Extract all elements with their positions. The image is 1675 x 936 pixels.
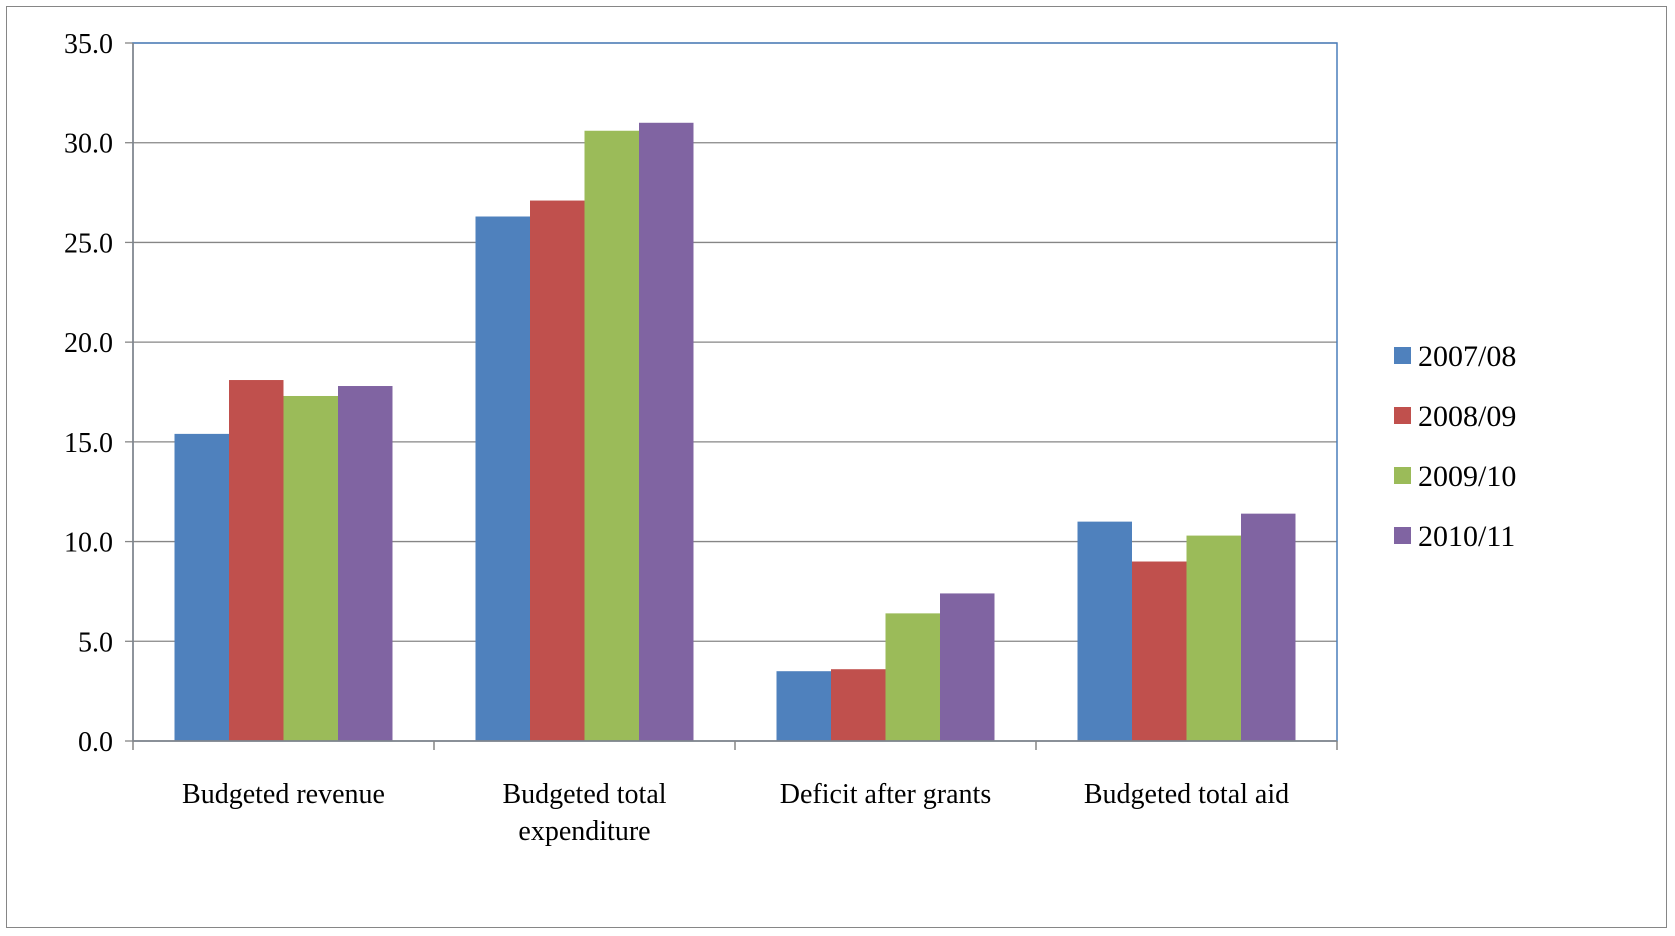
bar-2007-08 <box>475 216 530 741</box>
legend-swatch <box>1394 347 1411 364</box>
chart-frame: 0.0 5.0 10.0 15.0 20.0 25.0 30.0 35.0 Budgeted … <box>6 6 1667 928</box>
y-tick-label: 15.0 <box>64 428 113 459</box>
bar-2007-08 <box>174 433 229 741</box>
bar-2009-10 <box>885 613 940 741</box>
bar-2009-10 <box>1186 535 1241 741</box>
bars <box>174 122 1296 742</box>
bar-2010-11 <box>1241 513 1296 741</box>
bar-2009-10 <box>283 395 338 741</box>
y-tick-label: 5.0 <box>78 627 113 658</box>
y-tick-label: 10.0 <box>64 528 113 559</box>
legend-swatch <box>1394 407 1411 424</box>
bar-2007-08 <box>776 671 831 741</box>
x-category-label: Budgeted revenue <box>182 779 385 810</box>
bar-2008-09 <box>530 200 585 741</box>
y-tick-label: 30.0 <box>64 129 113 160</box>
bar-chart: 0.0 5.0 10.0 15.0 20.0 25.0 30.0 35.0 Budgeted … <box>64 29 1516 847</box>
y-tick-label: 20.0 <box>64 328 113 359</box>
bar-2008-09 <box>1132 561 1187 741</box>
legend-label: 2007/08 <box>1418 340 1516 373</box>
x-category-label: Budgeted total <box>502 779 666 810</box>
legend-swatch <box>1394 467 1411 484</box>
legend-label: 2009/10 <box>1418 460 1516 493</box>
x-category-label: expenditure <box>518 816 650 847</box>
bar-2010-11 <box>940 593 995 741</box>
bar-2010-11 <box>639 122 694 742</box>
y-tick-labels: 0.0 5.0 10.0 15.0 20.0 25.0 30.0 35.0 <box>64 29 113 758</box>
bar-2010-11 <box>338 386 393 741</box>
legend: 2007/08 2008/09 2009/10 2010/11 <box>1394 340 1516 553</box>
y-tick-label: 25.0 <box>64 228 113 259</box>
bar-2007-08 <box>1077 521 1132 741</box>
y-tick-label: 35.0 <box>64 29 113 60</box>
x-category-label: Deficit after grants <box>780 779 991 810</box>
legend-swatch <box>1394 527 1411 544</box>
legend-label: 2008/09 <box>1418 400 1516 433</box>
x-category-label: Budgeted total aid <box>1084 779 1289 810</box>
bar-2009-10 <box>584 130 639 742</box>
bar-2008-09 <box>229 380 284 741</box>
y-tick-label: 0.0 <box>78 727 113 758</box>
axes <box>125 42 1338 750</box>
bar-2008-09 <box>831 669 886 741</box>
legend-label: 2010/11 <box>1418 520 1515 553</box>
x-category-labels: Budgeted revenue Budgeted total expenditur… <box>182 779 1289 847</box>
